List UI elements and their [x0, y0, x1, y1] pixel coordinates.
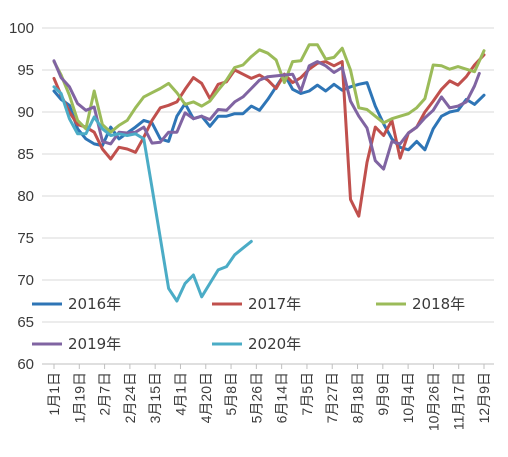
series-line-3 [52, 43, 486, 134]
x-tick-label: 10月26日 [425, 372, 441, 431]
y-tick-label: 85 [17, 146, 34, 163]
x-tick-label: 3月15日 [147, 372, 163, 423]
x-tick-label: 2月24日 [122, 372, 138, 423]
x-tick-label: 9月9日 [375, 372, 391, 416]
x-tick-label: 12月9日 [476, 372, 492, 423]
x-tick-label: 10月4日 [400, 372, 416, 423]
y-tick-label: 90 [17, 104, 34, 121]
series-line-5 [52, 85, 253, 303]
x-tick-label: 4月1日 [172, 372, 188, 416]
axes: 60 65 70 75 80 85 90 95 100 1月1日 1月19日 2月7日 2月24日 3月1… [9, 20, 494, 431]
y-tick-label: 70 [17, 272, 34, 289]
y-tick-label: 80 [17, 188, 34, 205]
y-tick-label: 65 [17, 314, 34, 331]
legend: 2016年 2017年 2018年 2019年 2020年 [32, 295, 465, 353]
y-tick-label: 60 [17, 356, 34, 373]
series-lines [52, 43, 486, 303]
legend-label: 2018年 [412, 295, 465, 313]
x-tick-label: 7月27日 [324, 372, 340, 423]
legend-label: 2016年 [68, 295, 121, 313]
gridlines [42, 27, 494, 365]
x-tick-label: 5月26日 [248, 372, 264, 423]
series-line-2 [52, 53, 486, 218]
y-tick-label: 75 [17, 230, 34, 247]
y-tick-label: 100 [9, 20, 34, 37]
x-tick-label: 6月14日 [274, 372, 290, 423]
legend-label: 2017年 [248, 295, 301, 313]
y-tick-label: 95 [17, 62, 34, 79]
legend-label: 2019年 [68, 335, 121, 353]
x-tick-label: 8月18日 [350, 372, 366, 423]
x-tick-label: 11月17日 [451, 372, 467, 430]
x-tick-label: 1月1日 [46, 372, 62, 416]
x-tick-label: 2月7日 [97, 372, 113, 416]
x-tick-label: 1月19日 [71, 372, 87, 423]
x-tick-label: 5月8日 [223, 372, 239, 416]
x-tick-label: 4月20日 [198, 372, 214, 423]
legend-label: 2020年 [248, 335, 301, 353]
series-line-4 [52, 59, 481, 171]
x-tick-label: 7月5日 [299, 372, 315, 416]
